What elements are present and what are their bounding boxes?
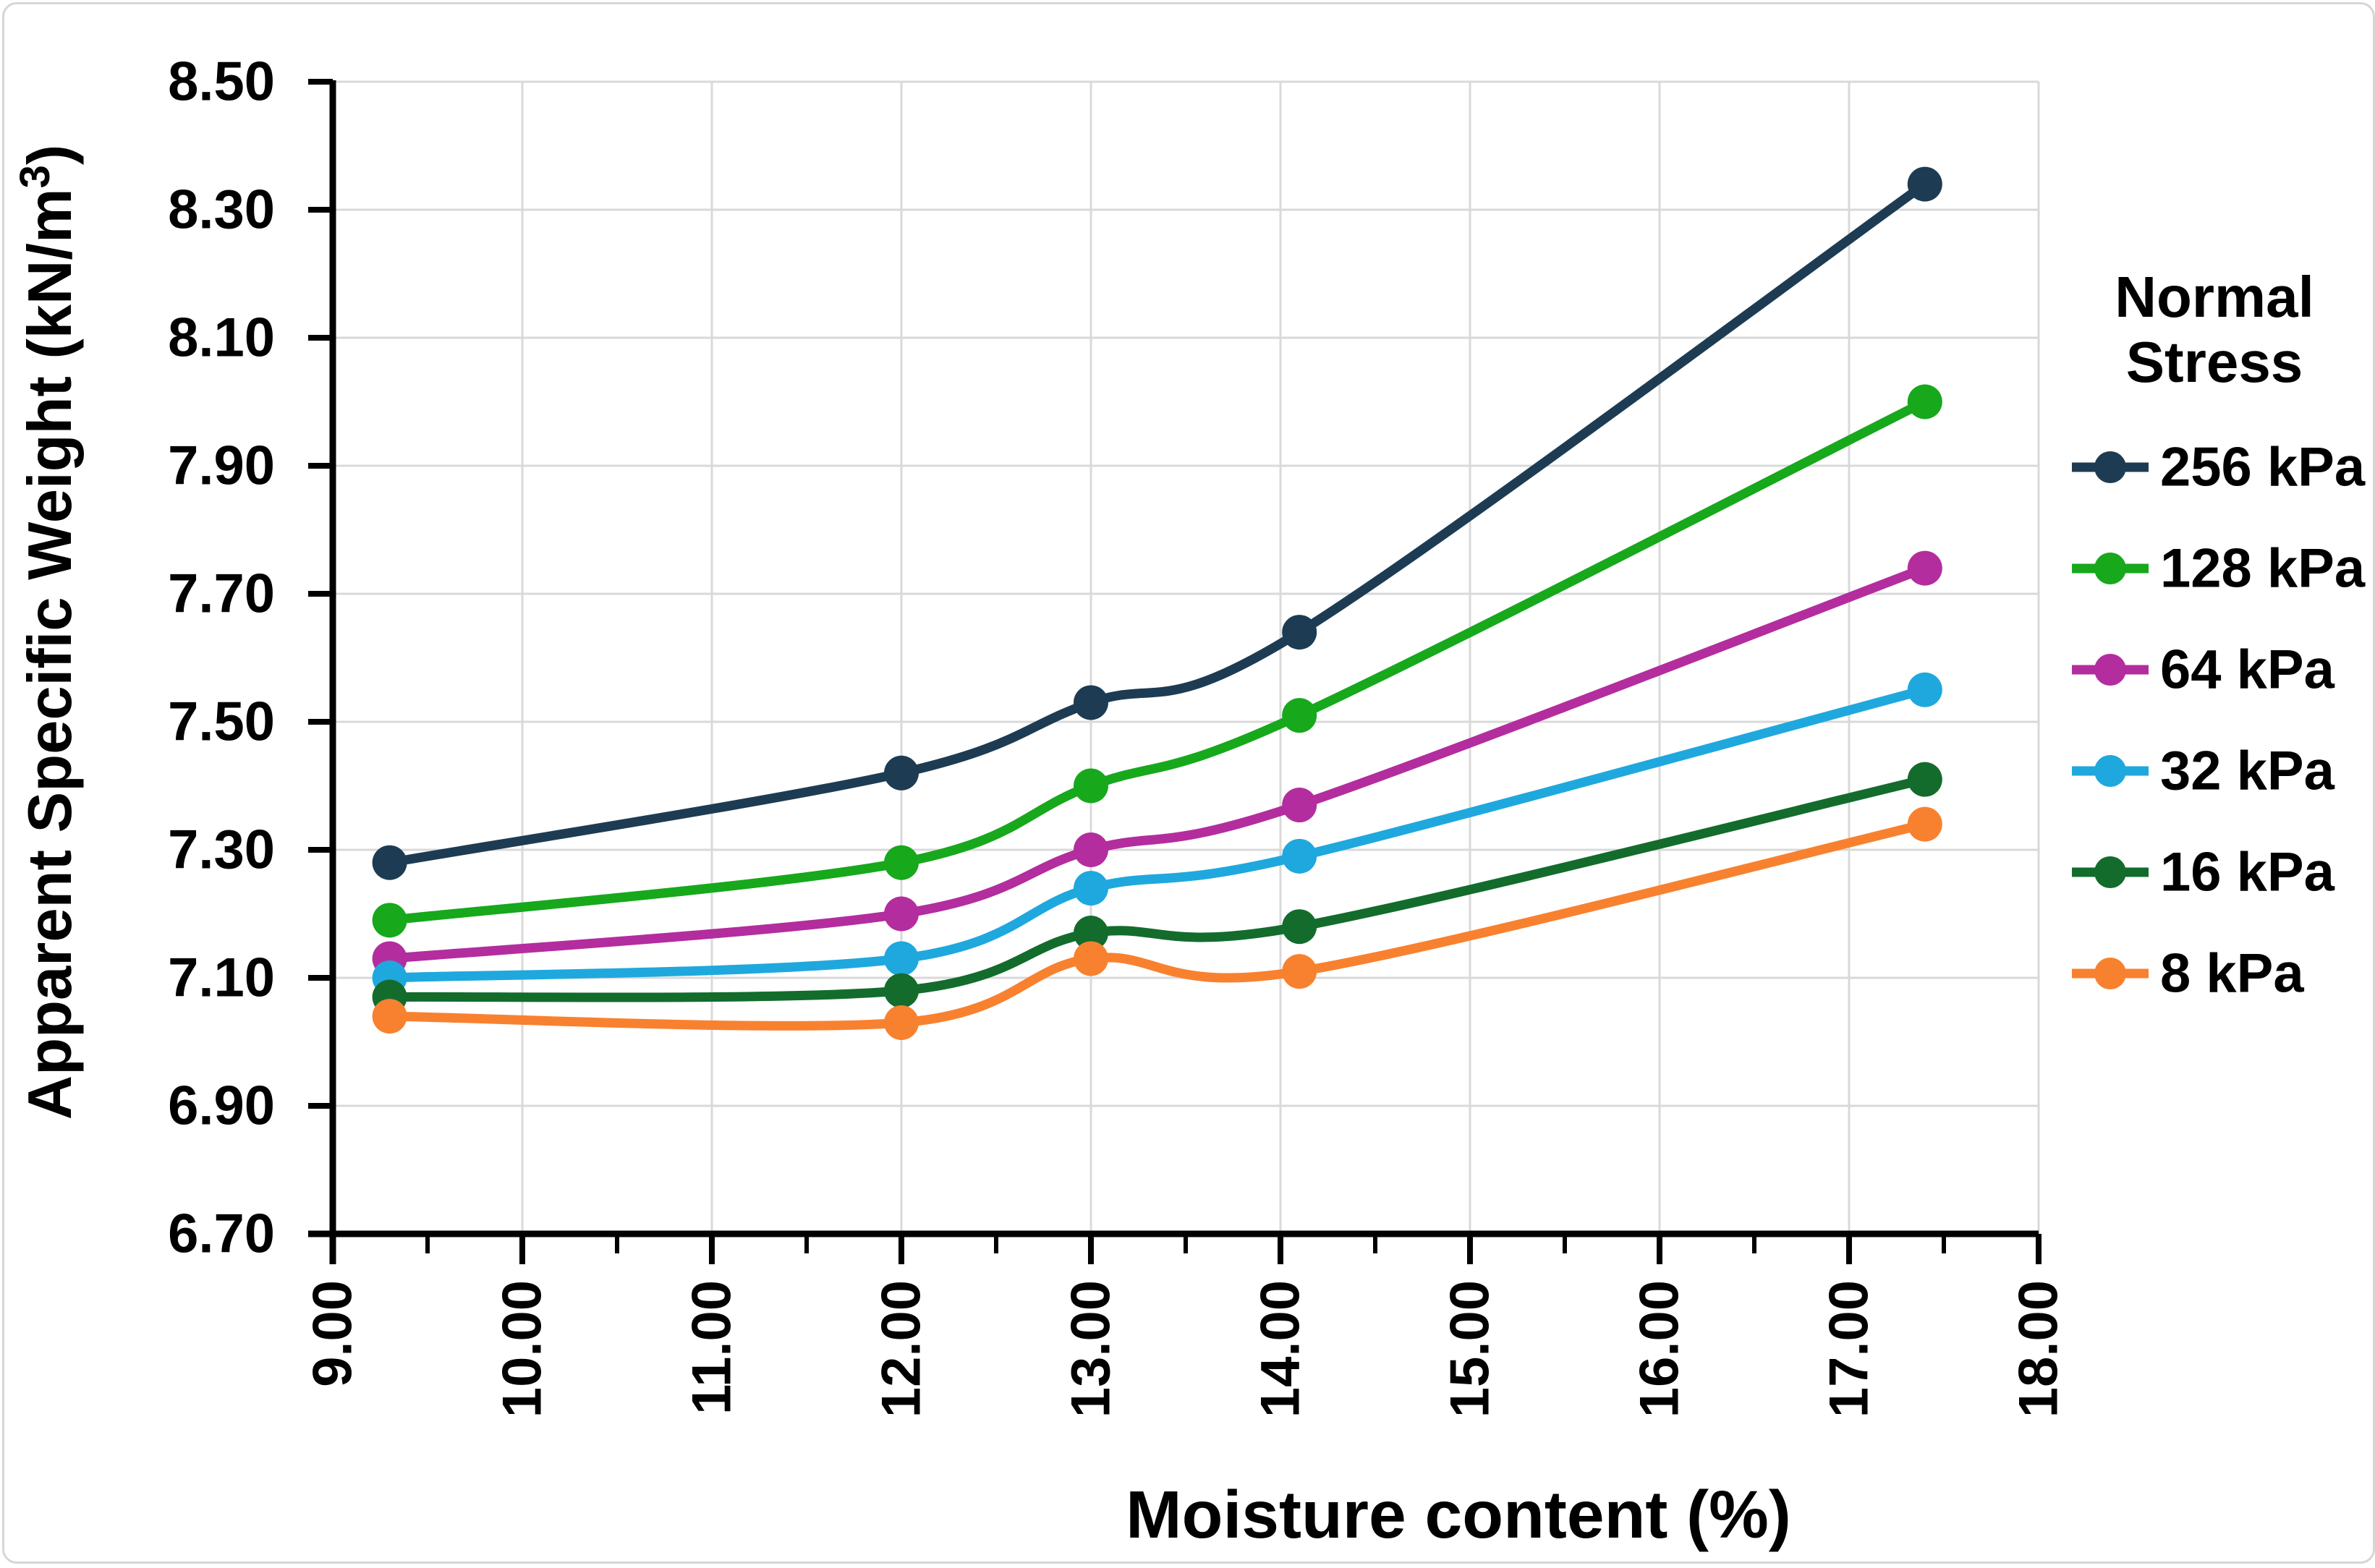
data-point [884,973,919,1008]
legend: Normal Stress 256 kPa 128 kPa 64 kPa 32 kPa… [2072,265,2366,1005]
x-tick-label: 12.00 [871,1280,932,1418]
data-point [372,999,407,1034]
legend-item: 8 kPa [2072,943,2304,1005]
y-axis-title-rest: ) [16,145,85,165]
data-point [1074,685,1108,720]
y-tick-label: 6.70 [168,1203,275,1265]
legend-item-label: 16 kPa [2160,842,2335,903]
data-point [884,845,919,880]
y-tick-label: 7.90 [168,435,275,497]
y-tick-label: 8.10 [168,307,275,369]
data-point [884,755,919,791]
legend-marker-dot [2094,451,2126,483]
legend-item-label: 256 kPa [2160,437,2366,498]
x-axis-title: Moisture content (%) [1126,1477,1791,1552]
data-series [372,166,1942,1040]
axis-ticks [308,79,2042,1264]
x-tick-labels: 9.00 10.00 11.00 12.00 13.00 14.00 15.00 16.00 1… [302,1280,2070,1418]
superscript: 3 [12,165,59,188]
x-tick-label: 10.00 [492,1280,553,1418]
y-tick-label: 7.70 [168,563,275,625]
data-point [1282,954,1317,989]
legend-item-label: 64 kPa [2160,639,2335,701]
y-tick-label: 8.30 [168,179,275,241]
legend-title-line2: Stress [2126,330,2303,394]
legend-item: 128 kPa [2072,538,2366,600]
data-point [1282,698,1317,733]
data-point [884,941,919,976]
x-tick-label: 9.00 [302,1280,364,1387]
x-tick-label: 11.00 [681,1280,743,1415]
legend-title-line1: Normal [2115,265,2314,329]
data-point [372,845,407,880]
data-point [372,903,407,938]
legend-item: 256 kPa [2072,437,2366,498]
legend-marker-dot [2094,553,2126,584]
legend-items: 256 kPa 128 kPa 64 kPa 32 kPa 16 kPa 8 kPa [2072,437,2366,1005]
data-point [884,1005,919,1040]
legend-marker-dot [2094,755,2126,787]
x-tick-label: 16.00 [1629,1280,1691,1418]
gridlines [333,80,2040,1234]
legend-item-label: 32 kPa [2160,741,2335,802]
legend-item: 32 kPa [2072,741,2335,802]
y-tick-labels: 6.70 6.90 7.10 7.30 7.50 7.70 7.90 8.10 8.30 8.50 [168,51,275,1265]
legend-marker-dot [2094,958,2126,989]
y-tick-label: 6.90 [168,1075,275,1137]
data-point [884,896,919,932]
x-tick-label: 15.00 [1440,1280,1501,1418]
x-tick-label: 13.00 [1061,1280,1122,1418]
line-chart: 6.70 6.90 7.10 7.30 7.50 7.70 7.90 8.10 8.30 8.50… [12,51,2366,1553]
y-tick-label: 7.30 [168,819,275,881]
data-point [1074,832,1108,867]
y-tick-label: 7.50 [168,691,275,753]
x-tick-label: 18.00 [2008,1280,2070,1418]
y-tick-label: 7.10 [168,947,275,1009]
legend-item: 16 kPa [2072,842,2335,903]
legend-marker-dot [2094,856,2126,888]
data-point [1282,838,1317,874]
series-line-256-kpa [385,179,1930,868]
y-tick-label: 8.50 [168,51,275,113]
axes [308,80,2039,1264]
data-point [1282,909,1317,945]
data-point [1907,672,1942,707]
x-tick-label: 17.00 [1819,1280,1880,1418]
x-tick-label: 14.00 [1250,1280,1312,1418]
y-axis-title: Apparent Specific Weight (kN/m3) [12,145,85,1120]
data-point [1907,166,1942,202]
legend-item-label: 128 kPa [2160,538,2366,600]
data-point [1907,384,1942,419]
data-point [1282,615,1317,650]
legend-item: 64 kPa [2072,639,2335,701]
data-point [1074,871,1108,906]
data-point [1907,550,1942,586]
data-point [1074,916,1108,951]
legend-marker-dot [2094,654,2126,686]
series-line-128-kpa [385,397,1930,925]
legend-item-label: 8 kPa [2160,943,2304,1005]
data-point [1907,762,1942,797]
data-point [1074,941,1108,976]
data-point [1074,768,1108,804]
data-point [1907,806,1942,842]
data-point [1282,788,1317,823]
